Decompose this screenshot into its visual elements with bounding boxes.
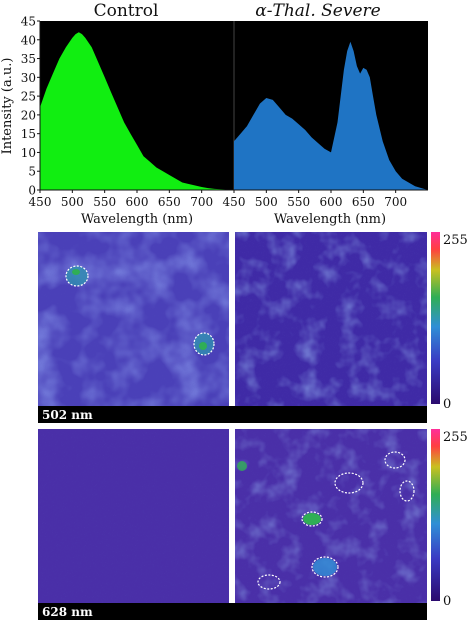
x-tick-label: 550 <box>287 195 310 209</box>
cell-roi <box>311 556 339 578</box>
chart-title-control: Control <box>94 1 159 21</box>
colorbar-min-628: 0 <box>443 594 451 609</box>
image-row-502: 502 nm 255 0 <box>38 232 468 423</box>
x-tick-label: 600 <box>126 195 149 209</box>
cell-roi <box>301 511 323 527</box>
wavelength-label-628: 628 nm <box>42 605 93 619</box>
y-tick-label: 10 <box>21 146 36 160</box>
colorbar-502 <box>431 232 440 404</box>
x-tick-label: 600 <box>320 195 343 209</box>
x-axis-ticks-control: 450 500 550 600 650 700 <box>29 190 213 209</box>
wavelength-label-502: 502 nm <box>42 408 93 422</box>
x-axis-label-thal: Wavelength (nm) <box>274 212 386 227</box>
image-row-628: 628 nm 255 0 <box>38 429 468 620</box>
y-tick-label: 30 <box>21 71 36 85</box>
spectrum-area-control <box>40 32 234 190</box>
colorbar-max-502: 255 <box>443 233 468 248</box>
x-tick-label: 500 <box>255 195 278 209</box>
cell-roi <box>384 451 406 469</box>
y-tick-label: 35 <box>21 52 36 66</box>
colorbar-min-502: 0 <box>443 397 451 412</box>
colorbar-628 <box>431 429 440 601</box>
y-tick-label: 20 <box>21 108 36 122</box>
x-tick-label: 500 <box>61 195 84 209</box>
x-tick-label: 450 <box>223 195 246 209</box>
chart-title-thal: α-Thal. Severe <box>255 1 380 21</box>
spectrum-area-thal <box>234 41 428 191</box>
cell-roi <box>334 472 364 494</box>
x-tick-label: 700 <box>190 195 213 209</box>
y-tick-label: 5 <box>28 165 36 179</box>
cell-roi <box>399 480 415 502</box>
y-axis-ticks: 0 5 10 15 20 25 30 35 40 45 <box>21 15 40 198</box>
y-tick-label: 25 <box>21 90 36 104</box>
x-tick-label: 650 <box>352 195 375 209</box>
x-tick-label: 650 <box>158 195 181 209</box>
y-tick-label: 40 <box>21 33 36 47</box>
cell-roi <box>66 266 88 286</box>
x-tick-label: 700 <box>384 195 407 209</box>
x-axis-label-control: Wavelength (nm) <box>81 212 193 227</box>
y-tick-label: 45 <box>21 15 36 29</box>
y-axis-label: Intensity (a.u.) <box>0 58 15 155</box>
x-tick-label: 450 <box>29 195 52 209</box>
wavelength-label-bg-502 <box>38 406 427 423</box>
cell-roi <box>257 574 281 590</box>
x-tick-label: 550 <box>93 195 116 209</box>
y-tick-label: 15 <box>21 127 36 141</box>
wavelength-label-bg-628 <box>38 603 427 620</box>
colorbar-max-628: 255 <box>443 430 468 445</box>
x-axis-ticks-thal: 450 500 550 600 650 700 <box>223 190 407 209</box>
y-tick-label: 0 <box>28 184 36 198</box>
